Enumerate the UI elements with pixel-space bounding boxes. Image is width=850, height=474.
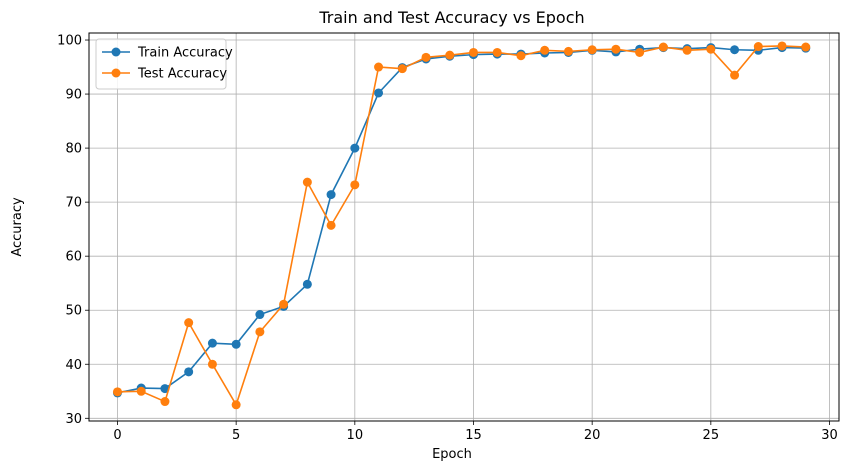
x-tick-label: 5 [232,428,240,443]
series-train [112,43,811,398]
data-point [374,62,384,72]
data-point [682,45,692,55]
data-point [421,52,431,62]
data-point [302,279,312,289]
data-point [207,359,217,369]
y-axis-label: Accuracy [10,197,25,257]
data-point [326,190,336,200]
data-point [516,51,526,61]
y-tick-label: 50 [65,304,82,319]
legend-marker [111,68,121,78]
data-point [445,50,455,60]
data-point [302,177,312,187]
data-point [753,42,763,52]
x-axis-label: Epoch [432,447,472,462]
axis-ticks: 0 5 10 15 20 25 30 30 40 50 60 70 80 90 100 [57,34,838,443]
data-point [255,327,265,337]
data-point [350,180,360,190]
plot-area-frame [88,32,840,422]
legend-marker [111,47,121,57]
plot-series [112,41,811,410]
legend-item: Test Accuracy [102,67,227,82]
data-point [184,367,194,377]
data-point [255,310,265,320]
x-tick-label: 25 [703,428,720,443]
x-tick-label: 10 [347,428,364,443]
y-tick-label: 70 [65,196,82,211]
y-tick-label: 80 [65,142,82,157]
data-point [801,42,811,52]
data-point [492,47,502,57]
data-point [730,70,740,80]
y-tick-label: 90 [65,88,82,103]
data-point [587,45,597,55]
x-tick-label: 30 [821,428,838,443]
data-point [658,42,668,52]
data-point [635,47,645,57]
data-point [468,47,478,57]
data-point [136,386,146,396]
y-tick-label: 60 [65,250,82,265]
data-point [397,64,407,74]
series-test [112,41,811,410]
x-tick-label: 20 [584,428,601,443]
legend-item: Train Accuracy [102,46,233,61]
data-point [611,44,621,54]
legend-label: Train Accuracy [137,46,233,61]
x-tick-label: 15 [465,428,482,443]
data-point [730,45,740,55]
y-tick-label: 40 [65,358,82,373]
data-point [160,384,170,394]
chart-title: Train and Test Accuracy vs Epoch [318,8,584,27]
data-point [231,400,241,410]
data-point [207,338,217,348]
data-point [112,387,122,397]
data-point [563,46,573,56]
chart-legend: Train Accuracy Test Accuracy [95,38,233,90]
data-point [326,220,336,230]
data-point [231,339,241,349]
y-tick-label: 100 [57,34,82,49]
data-point [160,397,170,407]
data-point [374,88,384,98]
legend-label: Test Accuracy [137,67,227,82]
x-tick-label: 0 [113,428,121,443]
series-line [117,46,806,394]
series-line [117,45,806,407]
data-point [184,318,194,328]
data-point [706,44,716,54]
data-point [540,45,550,55]
data-point [279,299,289,309]
data-point [777,41,787,51]
y-tick-label: 30 [65,412,82,427]
data-point [350,143,360,153]
grid-lines [89,33,839,421]
